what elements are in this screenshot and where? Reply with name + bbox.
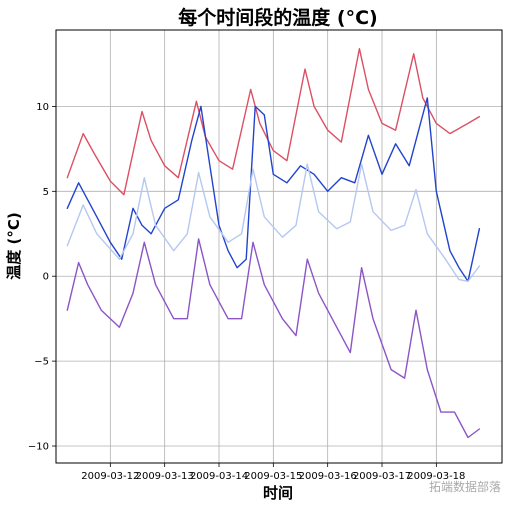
- x-tick-label: 2009-03-14: [190, 471, 248, 482]
- y-tick-label: −10: [28, 442, 49, 453]
- x-tick-label: 2009-03-16: [299, 471, 357, 482]
- series-line-4: [66, 238, 481, 439]
- series-line-3: [66, 163, 481, 282]
- y-tick-label: −5: [34, 357, 49, 368]
- x-tick-label: 2009-03-15: [244, 471, 302, 482]
- plot-area: [56, 30, 502, 463]
- y-tick-label: 0: [43, 272, 49, 283]
- x-tick-label: 2009-03-18: [407, 471, 465, 482]
- series-line-1: [66, 48, 481, 196]
- x-axis: 2009-03-122009-03-132009-03-142009-03-15…: [81, 463, 465, 482]
- y-axis: −10 −5 0 5 10: [28, 102, 56, 453]
- y-axis-label: 温度 (°C): [5, 212, 23, 279]
- plot-frame: [55, 29, 503, 464]
- series-line-2: [66, 97, 481, 282]
- y-tick-label: 5: [43, 187, 49, 198]
- x-tick-label: 2009-03-13: [136, 471, 194, 482]
- watermark: 拓端数据部落: [428, 480, 501, 494]
- x-tick-label: 2009-03-12: [81, 471, 139, 482]
- chart-title: 每个时间段的温度 (°C): [178, 6, 377, 29]
- grid: [56, 30, 502, 463]
- series-group: [66, 48, 481, 439]
- y-tick-label: 10: [36, 102, 49, 113]
- x-axis-label: 时间: [263, 484, 293, 502]
- x-tick-label: 2009-03-17: [353, 471, 411, 482]
